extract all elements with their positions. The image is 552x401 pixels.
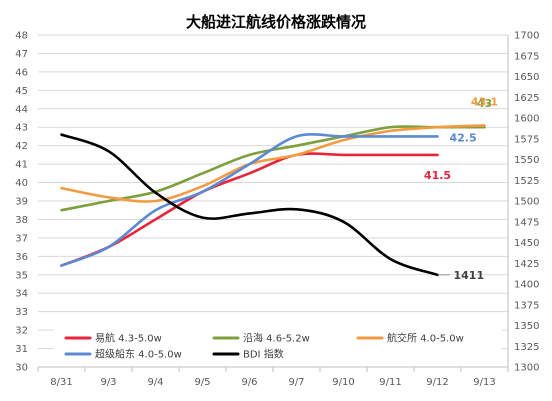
y-right-tick-label: 1475 xyxy=(514,217,539,228)
y-right-tick-label: 1650 xyxy=(514,72,539,83)
x-tick-label: 9/12 xyxy=(426,377,448,388)
axes: 30 31 32 33 34 35 36 37 38 39 40 41 42 43 44 45 46 47 48 13… xyxy=(15,31,539,389)
y-left-tick-label: 47 xyxy=(15,49,28,60)
legend: 易航 4.3-5.0w 沿海 4.6-5.2w 航交所 4.0-5.0w 超级船东 4… xyxy=(54,326,502,366)
y-right-tick-label: 1625 xyxy=(514,93,539,104)
end-label: 41.5 xyxy=(424,169,451,182)
y-right-tick-label: 1600 xyxy=(514,114,539,125)
end-label: 43.1 xyxy=(471,95,498,108)
y-left-tick-label: 44 xyxy=(15,104,28,115)
y-left-tick-label: 37 xyxy=(15,233,28,244)
series-lines xyxy=(60,124,486,277)
legend-background xyxy=(54,326,502,366)
end-label: 1411 xyxy=(454,269,485,282)
y-left-tick-label: 36 xyxy=(15,252,28,263)
y-right-tick-label: 1675 xyxy=(514,51,539,62)
x-tick-label: 8/31 xyxy=(50,377,72,388)
y-right-tick-label: 1575 xyxy=(514,134,539,145)
legend-label: 沿海 4.6-5.2w xyxy=(243,332,310,345)
y-left-tick-label: 32 xyxy=(15,326,28,337)
y-left-tick-label: 43 xyxy=(15,123,28,134)
y-left-tick-label: 40 xyxy=(15,178,28,189)
legend-label: 易航 4.3-5.0w xyxy=(95,332,162,345)
y-left-tick-label: 38 xyxy=(15,215,28,226)
y-left-tick-label: 33 xyxy=(15,307,28,318)
y-right-tick-label: 1325 xyxy=(514,342,539,353)
y-right-tick-label: 1400 xyxy=(514,280,539,291)
x-tick-label: 9/6 xyxy=(241,377,257,388)
legend-label: 超级船东 4.0-5.0w xyxy=(95,348,182,361)
y-right-tick-label: 1425 xyxy=(514,259,539,270)
y-left-tick-label: 34 xyxy=(15,289,28,300)
y-right-tick-label: 1375 xyxy=(514,300,539,311)
x-tick-label: 9/10 xyxy=(332,377,354,388)
series-line-1 xyxy=(60,125,486,212)
y-left-tick-label: 30 xyxy=(15,363,28,374)
y-left-tick-label: 42 xyxy=(15,141,28,152)
y-left-tick-label: 48 xyxy=(15,31,28,42)
y-right-tick-label: 1350 xyxy=(514,321,539,332)
series-line-0 xyxy=(60,152,439,267)
series-line-3 xyxy=(60,133,439,267)
series-line-4 xyxy=(60,133,439,277)
legend-label: 航交所 4.0-5.0w xyxy=(387,332,464,345)
x-tick-label: 9/7 xyxy=(288,377,304,388)
y-right-tick-label: 1450 xyxy=(514,238,539,249)
end-label: 42.5 xyxy=(450,131,477,144)
x-tick-label: 9/3 xyxy=(100,377,116,388)
chart-title: 大船进江航线价格涨跌情况 xyxy=(186,13,366,31)
y-left-tick-label: 45 xyxy=(15,86,28,97)
y-right-tick-label: 1300 xyxy=(514,363,539,374)
series-line-2 xyxy=(60,124,486,203)
y-right-tick-label: 1700 xyxy=(514,31,539,42)
x-tick-label: 9/13 xyxy=(473,377,495,388)
y-right-tick-label: 1525 xyxy=(514,176,539,187)
y-left-tick-label: 31 xyxy=(15,344,28,355)
x-tick-label: 9/5 xyxy=(194,377,210,388)
y-left-tick-label: 39 xyxy=(15,197,28,208)
end-label: 43 xyxy=(477,97,492,110)
y-right-tick-label: 1500 xyxy=(514,197,539,208)
y-left-tick-label: 35 xyxy=(15,270,28,281)
x-tick-label: 9/4 xyxy=(147,377,163,388)
y-left-tick-label: 46 xyxy=(15,67,28,78)
legend-label: BDI 指数 xyxy=(243,348,284,361)
y-left-tick-label: 41 xyxy=(15,160,28,171)
y-right-tick-label: 1550 xyxy=(514,155,539,166)
x-tick-label: 9/11 xyxy=(379,377,401,388)
